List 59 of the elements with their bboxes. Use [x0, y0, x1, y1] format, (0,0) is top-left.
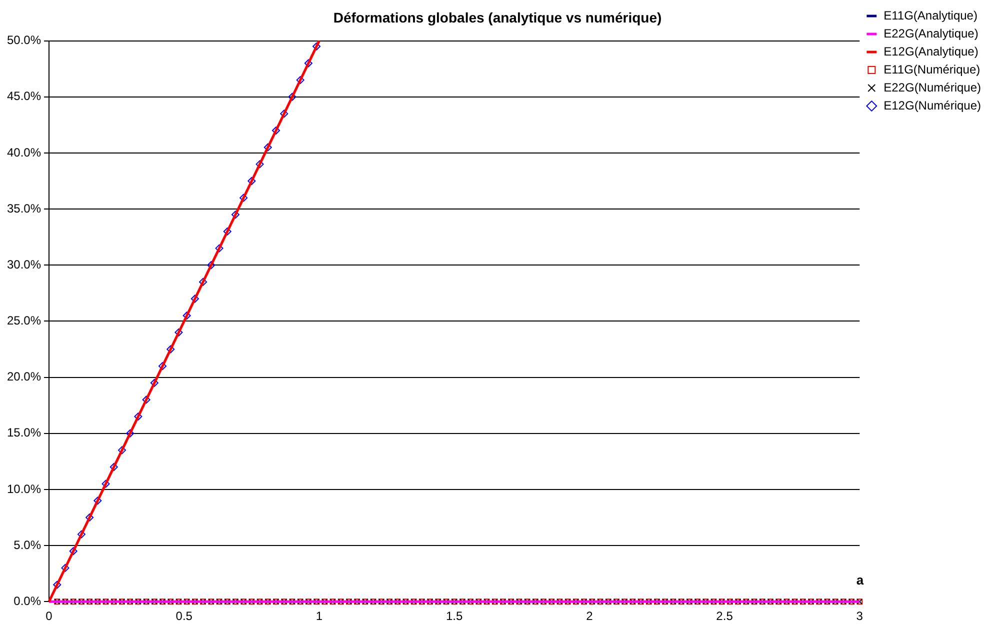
legend-label: E22G(Numérique)	[884, 80, 982, 94]
y-tick-label: 10.0%	[6, 482, 42, 496]
point	[69, 547, 78, 556]
point	[312, 42, 321, 50]
point	[61, 564, 70, 572]
point	[280, 110, 288, 118]
point	[150, 378, 158, 387]
point	[248, 177, 256, 185]
point	[199, 278, 208, 286]
x-axis-title: a	[856, 572, 864, 588]
point	[304, 59, 312, 68]
point	[256, 160, 264, 168]
point	[231, 210, 240, 219]
point	[215, 244, 224, 252]
y-tick-label: 50.0%	[6, 33, 42, 48]
x-tick-label: 2	[586, 609, 594, 624]
point	[102, 480, 110, 488]
y-tick-label: 45.0%	[6, 89, 42, 104]
y-tick-label: 30.0%	[6, 257, 42, 272]
point	[190, 294, 199, 303]
point	[142, 396, 150, 404]
y-tick-label: 15.0%	[6, 426, 42, 440]
point	[182, 312, 191, 320]
point	[272, 126, 280, 135]
legend-label: E11G(Numérique)	[884, 62, 980, 76]
point	[77, 530, 86, 538]
y-tick-label: 5.0%	[14, 538, 42, 552]
point	[110, 463, 118, 472]
point	[94, 496, 102, 505]
point	[296, 76, 304, 84]
point	[134, 412, 142, 421]
legend-label: E11G(Analytique)	[884, 8, 978, 22]
point	[158, 362, 167, 370]
x-tick-label: 3	[856, 609, 864, 624]
point	[166, 345, 175, 354]
x-tick-label: 0	[46, 609, 53, 624]
point	[174, 328, 183, 336]
legend-label: E12G(Analytique)	[884, 44, 978, 58]
point	[264, 143, 272, 152]
point	[223, 227, 232, 236]
y-tick-label: 35.0%	[6, 201, 42, 216]
point	[240, 194, 248, 202]
x-tick-label: 1	[316, 609, 323, 624]
x-tick-label: 1.5	[446, 609, 463, 624]
point	[126, 429, 134, 438]
point	[86, 513, 94, 522]
y-tick-label: 0.0%	[14, 594, 42, 608]
point	[118, 446, 126, 454]
x-tick-label: 2.5	[716, 609, 734, 624]
y-tick-label: 25.0%	[6, 314, 42, 328]
y-tick-label: 20.0%	[6, 370, 42, 384]
legend-label: E12G(Numérique)	[884, 98, 982, 112]
point	[207, 261, 216, 270]
x-tick-label: 0.5	[176, 609, 193, 624]
legend-label: E22G(Analytique)	[884, 26, 978, 40]
point	[288, 92, 296, 101]
point	[53, 580, 62, 589]
y-tick-label: 40.0%	[6, 145, 42, 160]
chart-title: Déformations globales (analytique vs numérique)	[333, 9, 662, 26]
